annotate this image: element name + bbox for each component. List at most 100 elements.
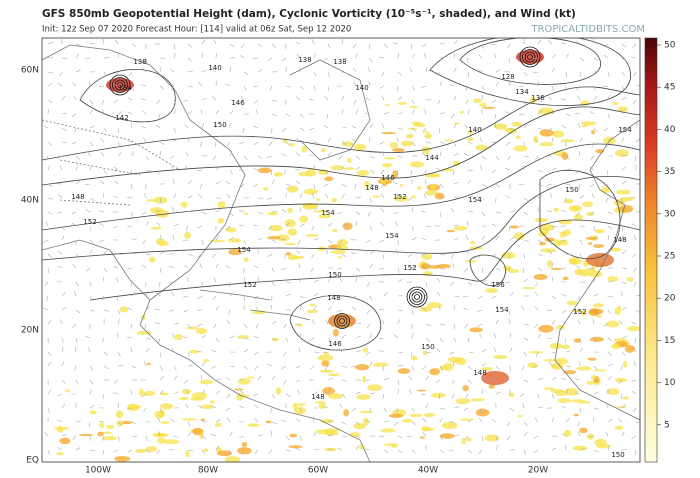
wind-barb xyxy=(89,109,93,115)
wind-barb xyxy=(341,71,347,74)
wind-barb xyxy=(239,209,245,213)
wind-barb xyxy=(117,435,120,441)
vorticity-shade xyxy=(237,378,251,385)
wind-barb xyxy=(603,54,609,59)
wind-barb xyxy=(117,295,119,302)
wind-barb xyxy=(465,235,469,241)
wind-barb xyxy=(309,365,315,370)
wind-barb xyxy=(578,183,581,189)
wind-barb xyxy=(257,155,263,159)
wind-barb xyxy=(635,309,640,313)
wind-barb xyxy=(187,351,190,357)
wind-barb xyxy=(61,307,67,311)
wind-barb xyxy=(351,365,357,368)
wind-barb xyxy=(369,250,375,255)
wind-barb xyxy=(142,239,147,244)
vorticity-shade xyxy=(550,267,562,270)
wind-barb xyxy=(481,94,483,101)
wind-barb xyxy=(313,305,317,311)
wind-barb xyxy=(283,169,287,175)
wind-barb xyxy=(173,53,176,59)
wind-barb xyxy=(537,183,543,187)
wind-barb xyxy=(72,82,77,87)
wind-barb xyxy=(494,113,497,119)
wind-barb xyxy=(355,391,361,395)
vorticity-shade xyxy=(619,196,634,202)
wind-barb xyxy=(369,407,372,413)
vorticity-shade xyxy=(120,420,133,425)
wind-barb xyxy=(75,337,78,343)
wind-barb xyxy=(117,319,120,325)
wind-barb xyxy=(465,393,469,399)
subtitle: Init: 12z Sep 07 2020 Forecast Hour: [11… xyxy=(42,25,351,35)
wind-barb xyxy=(606,169,609,175)
wind-barb xyxy=(295,41,301,45)
vorticity-shade xyxy=(295,403,306,406)
wind-barb xyxy=(410,43,413,49)
vorticity-shade xyxy=(619,204,634,213)
wind-barb xyxy=(592,319,595,325)
wind-barb xyxy=(145,221,149,227)
wind-barb xyxy=(495,81,499,87)
vorticity-shade xyxy=(181,388,192,395)
wind-barb xyxy=(75,69,81,73)
wind-barb xyxy=(271,337,277,341)
wind-barb xyxy=(173,435,179,439)
wind-barb xyxy=(341,223,347,227)
wind-barb xyxy=(621,96,627,101)
vorticity-shade xyxy=(564,198,574,204)
vorticity-shade xyxy=(529,97,537,104)
wind-barb xyxy=(225,181,231,185)
wind-barb xyxy=(327,239,333,244)
wind-barb xyxy=(450,281,455,286)
wind-barb xyxy=(561,293,567,297)
wind-barb xyxy=(463,295,469,298)
wind-barb xyxy=(75,309,81,314)
wind-barb xyxy=(453,95,457,101)
cyclone-ring xyxy=(527,54,533,60)
wind-barb xyxy=(368,67,371,73)
vorticity-shade xyxy=(284,242,297,246)
wind-barb xyxy=(285,337,289,343)
wind-barb xyxy=(299,206,301,213)
vorticity-shade xyxy=(430,392,446,398)
wind-barb xyxy=(238,253,245,255)
vorticity-shade xyxy=(337,256,343,259)
wind-barb xyxy=(57,265,63,269)
wind-barb xyxy=(523,351,527,357)
wind-barb xyxy=(421,265,427,269)
wind-barb xyxy=(257,237,263,241)
wind-barb xyxy=(89,379,93,385)
wind-barb xyxy=(537,223,543,227)
wind-barb xyxy=(467,365,472,370)
wind-barb xyxy=(435,379,441,384)
wind-barb xyxy=(631,435,637,439)
wind-barb xyxy=(61,337,64,343)
vorticity-shade xyxy=(455,398,471,405)
wind-barb xyxy=(215,181,221,185)
wind-barb xyxy=(187,180,192,185)
wind-barb xyxy=(425,67,428,73)
wind-barb xyxy=(411,449,416,454)
wind-barb xyxy=(239,169,245,171)
contour-label: 152 xyxy=(243,281,256,289)
wind-barb xyxy=(589,183,595,188)
wind-barb xyxy=(285,85,291,88)
wind-barb xyxy=(607,225,613,230)
wind-barb xyxy=(589,211,595,215)
wind-barb xyxy=(311,253,315,259)
vorticity-shade xyxy=(342,222,353,231)
wind-barb xyxy=(61,141,67,143)
wind-barb xyxy=(509,210,515,213)
wind-barb xyxy=(142,68,147,73)
vorticity-shade xyxy=(576,366,592,371)
wind-barb xyxy=(130,123,133,129)
vorticity-shade xyxy=(606,388,620,396)
colorbar-tick-label: 15 xyxy=(664,336,675,346)
wind-barb xyxy=(477,253,483,258)
wind-barb xyxy=(478,449,483,454)
wind-barb xyxy=(341,421,347,425)
vorticity-shade xyxy=(317,354,334,361)
wind-barb xyxy=(550,239,553,245)
wind-barb xyxy=(103,365,109,370)
